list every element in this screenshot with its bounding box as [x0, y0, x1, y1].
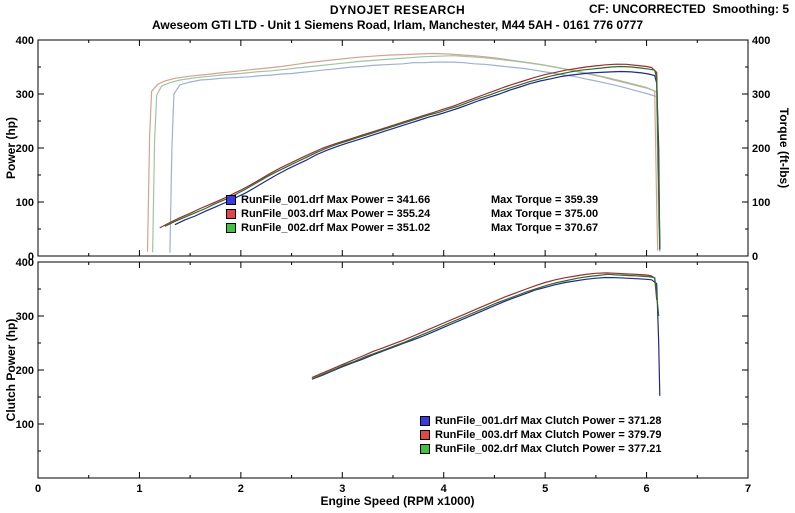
legend-row: RunFile_002.drf Max Clutch Power = 377.2…	[420, 442, 662, 456]
legend-row: RunFile_001.drf Max Clutch Power = 371.2…	[420, 414, 662, 428]
runfile-001-power-line	[174, 70, 661, 250]
y-tick-label: 100	[16, 197, 34, 209]
plot-frame	[37, 261, 749, 479]
x-tick-label: 2	[238, 483, 244, 495]
legend-row: RunFile_001.drf Max Power = 341.66 Max T…	[226, 193, 598, 207]
legend-swatch	[420, 430, 430, 440]
runfile-002-power-line	[164, 65, 661, 248]
y-tick-label: 400	[16, 35, 34, 47]
y-tick-label: 400	[16, 257, 34, 269]
y-tick-label: 100	[752, 197, 770, 209]
torque-axis-label: Torque (ft-lbs)	[777, 107, 791, 189]
engine-speed-axis-label: Engine Speed (RPM x1000)	[320, 494, 475, 508]
y-tick-label: 300	[16, 311, 34, 323]
legend-row: RunFile_003.drf Max Power = 355.24 Max T…	[226, 207, 598, 221]
legend-run-clutch-label: RunFile_002.drf Max Clutch Power = 377.2…	[435, 443, 662, 455]
legend-row: RunFile_003.drf Max Clutch Power = 379.7…	[420, 428, 662, 442]
page-title: DYNOJET RESEARCH	[329, 3, 466, 17]
y-tick-label: 300	[752, 89, 770, 101]
legend-run-torque-label: Max Torque = 370.67	[491, 222, 599, 234]
legend-run-power-label: RunFile_003.drf Max Power = 355.24	[241, 208, 431, 220]
y-tick-label: 100	[16, 419, 34, 431]
y-tick-label: 200	[16, 143, 34, 155]
x-tick-label: 6	[644, 483, 650, 495]
y-tick-label: 200	[752, 143, 770, 155]
legend-clutch-power: RunFile_001.drf Max Clutch Power = 371.2…	[420, 414, 662, 456]
runfile-003-power-line	[159, 63, 661, 246]
y-tick-label: 400	[752, 35, 770, 47]
legend-swatch	[420, 416, 430, 426]
runfile-002-clutch-power-line	[313, 273, 660, 379]
correction-factor-label: CF: UNCORRECTED Smoothing: 5	[589, 2, 789, 16]
power-axis-label: Power (hp)	[4, 117, 18, 179]
runfile-001-clutch-power-line	[311, 276, 661, 396]
legend-run-torque-label: Max Torque = 359.39	[491, 194, 599, 206]
x-tick-label: 0	[35, 483, 41, 495]
legend-power-torque: RunFile_001.drf Max Power = 341.66 Max T…	[226, 193, 598, 235]
legend-swatch	[226, 223, 236, 233]
y-tick-label: 0	[28, 251, 34, 263]
y-tick-label: 0	[752, 251, 758, 263]
y-tick-label: 200	[16, 365, 34, 377]
legend-run-power-label: RunFile_002.drf Max Power = 351.02	[241, 222, 431, 234]
runfile-003-clutch-power-line	[311, 272, 658, 379]
legend-run-power-label: RunFile_001.drf Max Power = 341.66	[241, 194, 431, 206]
legend-run-clutch-label: RunFile_003.drf Max Clutch Power = 379.7…	[435, 429, 662, 441]
runfile-002-torque-line	[152, 55, 661, 253]
x-tick-label: 7	[745, 483, 751, 495]
legend-row: RunFile_002.drf Max Power = 351.02 Max T…	[226, 221, 598, 235]
runfile-001-torque-line	[169, 61, 661, 253]
legend-swatch	[420, 444, 430, 454]
x-tick-label: 5	[542, 483, 548, 495]
shop-address-subtitle: Aweseom GTI LTD - Unit 1 Siemens Road, I…	[151, 18, 644, 32]
x-tick-label: 3	[339, 483, 345, 495]
legend-swatch	[226, 195, 236, 205]
legend-swatch	[226, 209, 236, 219]
plot-frame	[37, 39, 749, 257]
x-tick-label: 4	[441, 483, 448, 495]
y-tick-label: 300	[16, 89, 34, 101]
legend-run-clutch-label: RunFile_001.drf Max Clutch Power = 371.2…	[435, 415, 662, 427]
runfile-003-torque-line	[146, 52, 659, 252]
x-tick-label: 1	[136, 483, 142, 495]
clutch-power-axis-label: Clutch Power (hp)	[4, 318, 18, 422]
legend-run-torque-label: Max Torque = 375.00	[491, 208, 599, 220]
